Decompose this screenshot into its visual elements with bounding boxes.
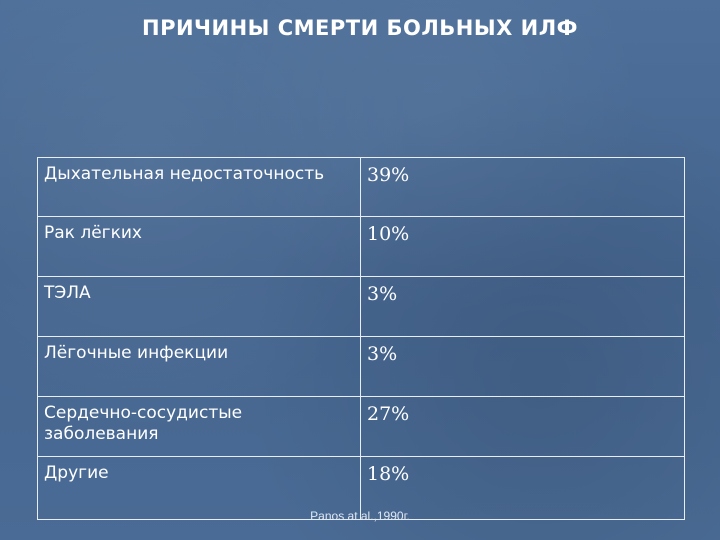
slide-title: ПРИЧИНЫ СМЕРТИ БОЛЬНЫХ ИЛФ [142,16,578,40]
table-row: ТЭЛА 3% [37,276,685,337]
percent-cell: 3% [360,276,685,337]
percent-cell: 3% [360,336,685,397]
percent-cell: 10% [360,216,685,277]
table-row: Рак лёгких 10% [37,216,685,277]
percent-cell: 27% [360,396,685,457]
table-row: Другие 18% [37,456,685,520]
cause-cell: Сердечно-сосудистые заболевания [37,396,361,457]
causes-table: Дыхательная недостаточность 39% Рак лёгк… [37,157,685,520]
percent-cell: 18% [360,456,685,520]
percent-cell: 39% [360,157,685,217]
table-row: Лёгочные инфекции 3% [37,336,685,397]
table-row: Дыхательная недостаточность 39% [37,157,685,217]
cause-cell: Рак лёгких [37,216,361,277]
cause-cell: ТЭЛА [37,276,361,337]
cause-cell: Другие [37,456,361,520]
table-row: Сердечно-сосудистые заболевания 27% [37,396,685,457]
source-citation: Panos at al.,1990г. [310,509,410,523]
cause-cell: Лёгочные инфекции [37,336,361,397]
cause-cell: Дыхательная недостаточность [37,157,361,217]
